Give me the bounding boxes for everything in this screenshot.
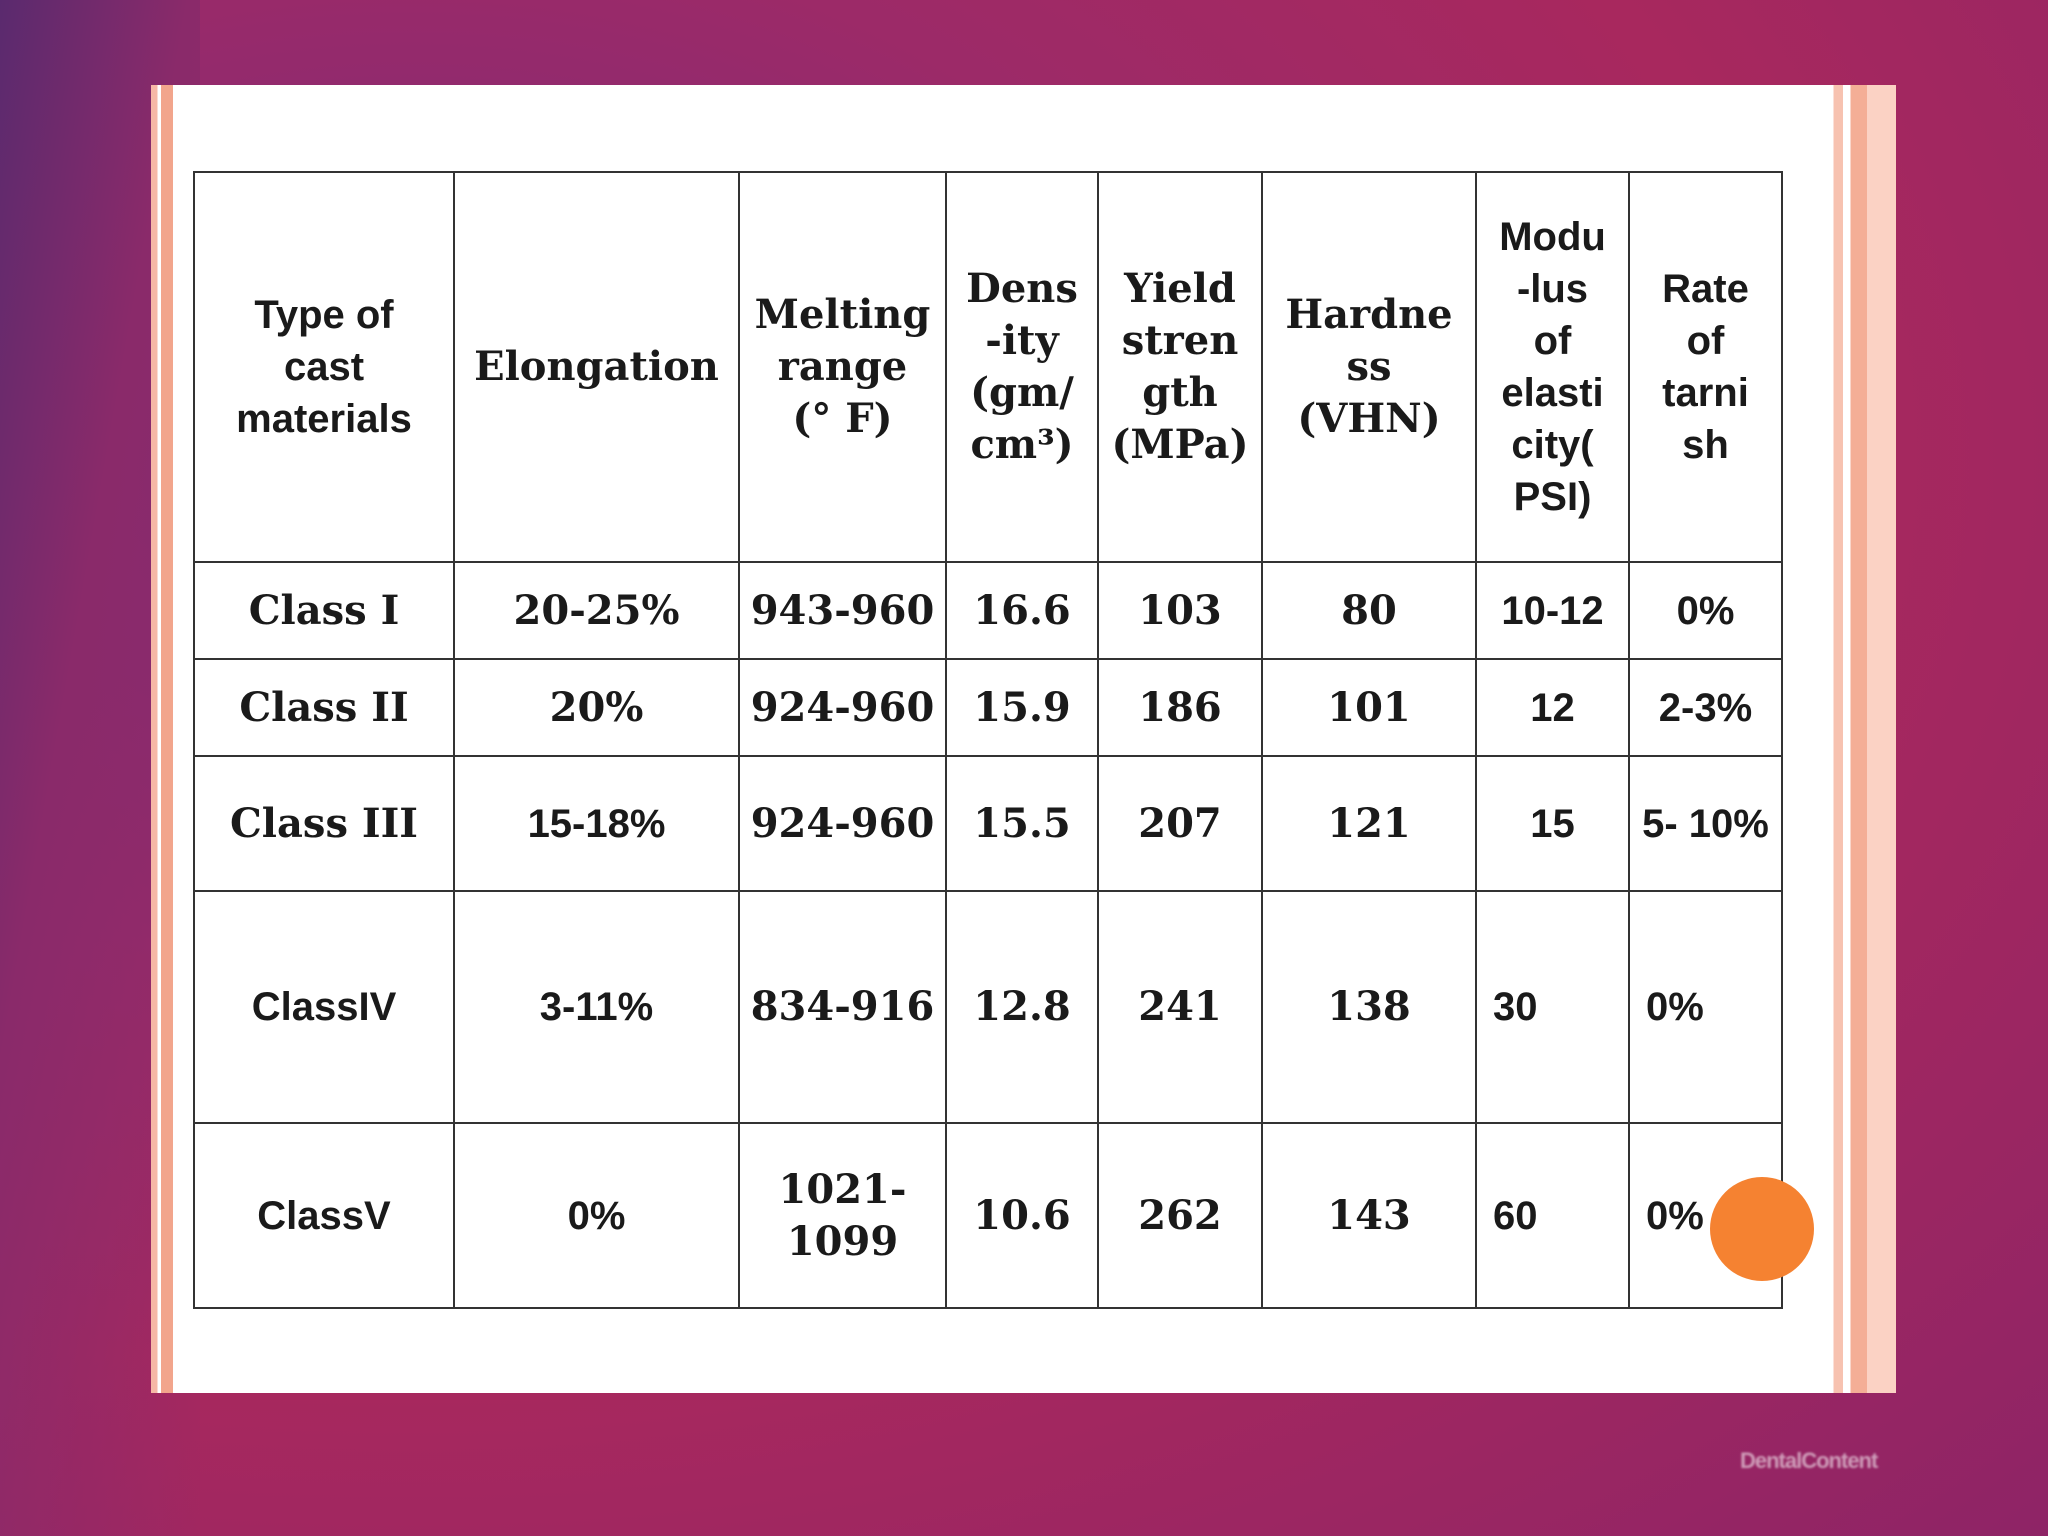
cell-density: 12.8 [945,890,1099,1124]
header-hardness-line: ss [1346,343,1392,390]
table-row: ClassV 0% 1021- 1099 10.6 262 143 60 0% [193,1122,1783,1309]
cell-melting: 943-960 [738,561,947,660]
cell-modulus: 15 [1475,755,1630,892]
cell-melting: 924-960 [738,755,947,892]
header-type-line: Type of [254,293,394,337]
header-density-line: (gm/ [970,369,1074,416]
header-density-line: cm³) [970,421,1074,468]
header-modulus-line: -lus [1516,267,1589,311]
cell-modulus: 30 [1475,890,1630,1124]
right-decorative-stripe [1820,85,1896,1393]
cell-elongation: 0% [453,1122,740,1309]
orange-dot-decoration [1710,1177,1814,1281]
cell-tarnish: 5- 10% [1628,755,1783,892]
cell-density: 15.5 [945,755,1099,892]
header-tarnish-line: of [1686,319,1725,363]
cell-type: Class III [193,755,455,892]
header-yield-line: Yield [1124,265,1236,312]
cell-density: 15.9 [945,658,1099,757]
header-tarnish-line: sh [1682,423,1729,467]
cell-type: ClassV [193,1122,455,1309]
cell-yield: 103 [1097,561,1263,660]
header-density: Dens -ity (gm/ cm³) [945,171,1099,563]
cell-yield: 241 [1097,890,1263,1124]
header-type: Type of cast materials [193,171,455,563]
header-hardness-line: Hardne [1285,291,1453,338]
table-row: Class III 15-18% 924-960 15.5 207 121 15… [193,755,1783,892]
header-modulus-line: city( [1511,423,1594,467]
cell-yield: 262 [1097,1122,1263,1309]
header-modulus-line: elasti [1501,371,1604,415]
table-row: Class II 20% 924-960 15.9 186 101 12 2-3… [193,658,1783,757]
cell-yield: 186 [1097,658,1263,757]
cell-density: 10.6 [945,1122,1099,1309]
header-yield-line: (MPa) [1111,421,1249,468]
watermark-logo: DentalContent [1740,1448,1878,1473]
header-modulus-line: of [1533,319,1572,363]
cell-hardness: 101 [1261,658,1477,757]
header-yield-strength: Yield stren gth (MPa) [1097,171,1263,563]
cell-type: Class I [193,561,455,660]
header-tarnish: Rate of tarni sh [1628,171,1783,563]
cell-yield: 207 [1097,755,1263,892]
cell-type: ClassIV [193,890,455,1124]
header-melting-line: range [777,343,908,390]
cell-elongation: 15-18% [453,755,740,892]
header-yield-line: stren [1121,317,1239,364]
cell-elongation: 20% [453,658,740,757]
cast-materials-table: Type of cast materials Elongation Meltin… [193,171,1783,1309]
header-melting-line: (° F) [792,395,893,442]
cell-hardness: 121 [1261,755,1477,892]
cell-melting: 834-916 [738,890,947,1124]
header-hardness-line: (VHN) [1297,395,1441,442]
cell-hardness: 138 [1261,890,1477,1124]
cell-density: 16.6 [945,561,1099,660]
cell-tarnish: 0% [1628,890,1783,1124]
cell-modulus: 60 [1475,1122,1630,1309]
header-yield-line: gth [1142,369,1218,416]
header-modulus-line: PSI) [1513,475,1592,519]
cell-modulus: 12 [1475,658,1630,757]
cell-elongation: 20-25% [453,561,740,660]
cell-elongation: 3-11% [453,890,740,1124]
header-modulus-line: Modu [1499,215,1606,259]
cell-melting: 1021- 1099 [738,1122,947,1309]
cell-type: Class II [193,658,455,757]
header-row: Type of cast materials Elongation Meltin… [193,171,1783,563]
left-decorative-stripe [151,85,173,1393]
header-type-line: cast [283,345,365,389]
header-tarnish-line: tarni [1662,371,1749,415]
header-modulus: Modu -lus of elasti city( PSI) [1475,171,1630,563]
header-type-line: materials [236,397,412,441]
cell-tarnish: 2-3% [1628,658,1783,757]
header-melting-range: Melting range (° F) [738,171,947,563]
header-hardness: Hardne ss (VHN) [1261,171,1477,563]
header-elongation: Elongation [453,171,740,563]
table-row: Class I 20-25% 943-960 16.6 103 80 10-12… [193,561,1783,660]
cell-hardness: 80 [1261,561,1477,660]
table-row: ClassIV 3-11% 834-916 12.8 241 138 30 0% [193,890,1783,1124]
header-elongation-line: Elongation [474,343,719,390]
cell-melting: 924-960 [738,658,947,757]
cell-tarnish: 0% [1628,561,1783,660]
cell-hardness: 143 [1261,1122,1477,1309]
header-density-line: -ity [985,317,1059,364]
header-melting-line: Melting [754,291,931,338]
cell-modulus: 10-12 [1475,561,1630,660]
header-tarnish-line: Rate [1662,267,1749,311]
header-density-line: Dens [966,265,1078,312]
